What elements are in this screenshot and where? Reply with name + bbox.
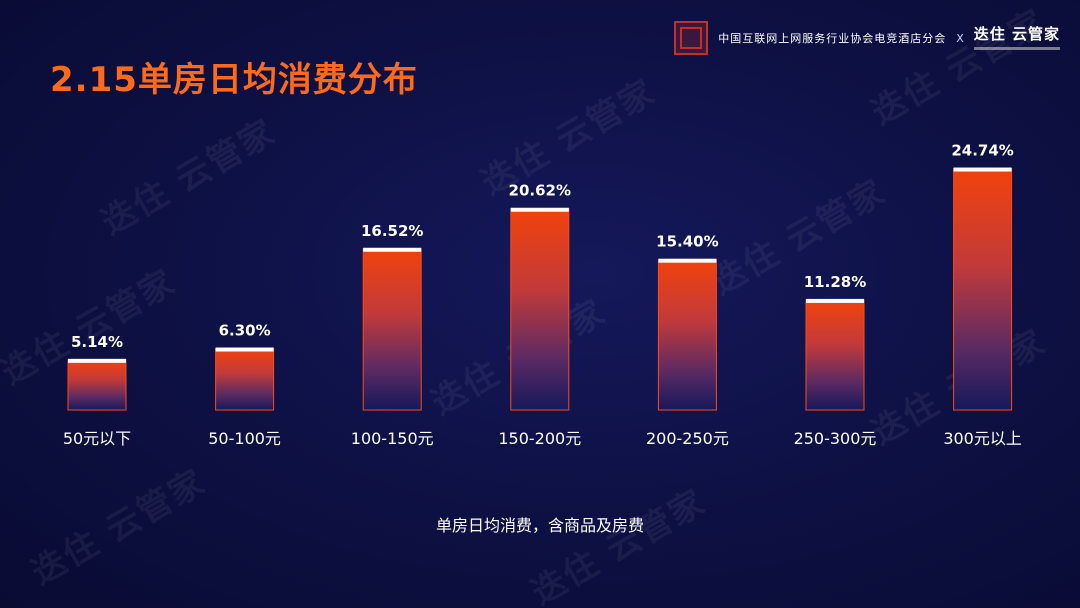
chart-caption: 单房日均消费，含商品及房费	[435, 516, 644, 535]
bar	[510, 208, 570, 411]
bar	[953, 168, 1013, 411]
bar-top-cap	[510, 207, 569, 212]
data-label: 20.62%	[509, 182, 571, 200]
x-tick-label: 250-300元	[794, 429, 877, 448]
logo-separator: X	[956, 31, 964, 45]
association-name: 中国互联网上网服务行业协会电竞酒店分会	[718, 32, 947, 45]
bar-top-cap	[953, 167, 1012, 172]
bar	[67, 359, 127, 411]
data-label: 6.30%	[219, 322, 271, 340]
data-label: 5.14%	[71, 333, 123, 351]
bar	[657, 259, 717, 411]
brand-name: 迭住 云管家	[973, 24, 1060, 43]
x-tick-label: 50元以下	[63, 429, 131, 448]
x-tick-label: 150-200元	[498, 429, 581, 448]
brand-tagline-bar	[973, 46, 1060, 50]
x-tick-label: 100-150元	[351, 429, 434, 448]
data-label: 11.28%	[804, 273, 866, 291]
bar	[362, 248, 422, 411]
data-label: 16.52%	[361, 222, 423, 240]
bar	[215, 348, 275, 411]
brand-logo: 迭住 云管家	[973, 24, 1060, 50]
data-label: 15.40%	[656, 233, 718, 251]
data-label: 24.74%	[951, 142, 1013, 160]
bar-top-cap	[658, 258, 717, 263]
bar-top-cap	[363, 247, 422, 252]
x-tick-label: 300元以上	[943, 429, 1022, 448]
bar-top-cap	[68, 358, 126, 363]
header-logos: 中国互联网上网服务行业协会电竞酒店分会 X 迭住 云管家	[674, 20, 1060, 56]
x-tick-label: 50-100元	[208, 429, 281, 448]
association-seal-icon	[674, 21, 709, 55]
bar	[805, 299, 865, 411]
chart-title: 2.15单房日均消费分布	[50, 60, 418, 100]
bar-top-cap	[215, 347, 274, 352]
bar-top-cap	[806, 298, 864, 303]
x-tick-label: 200-250元	[646, 429, 729, 448]
